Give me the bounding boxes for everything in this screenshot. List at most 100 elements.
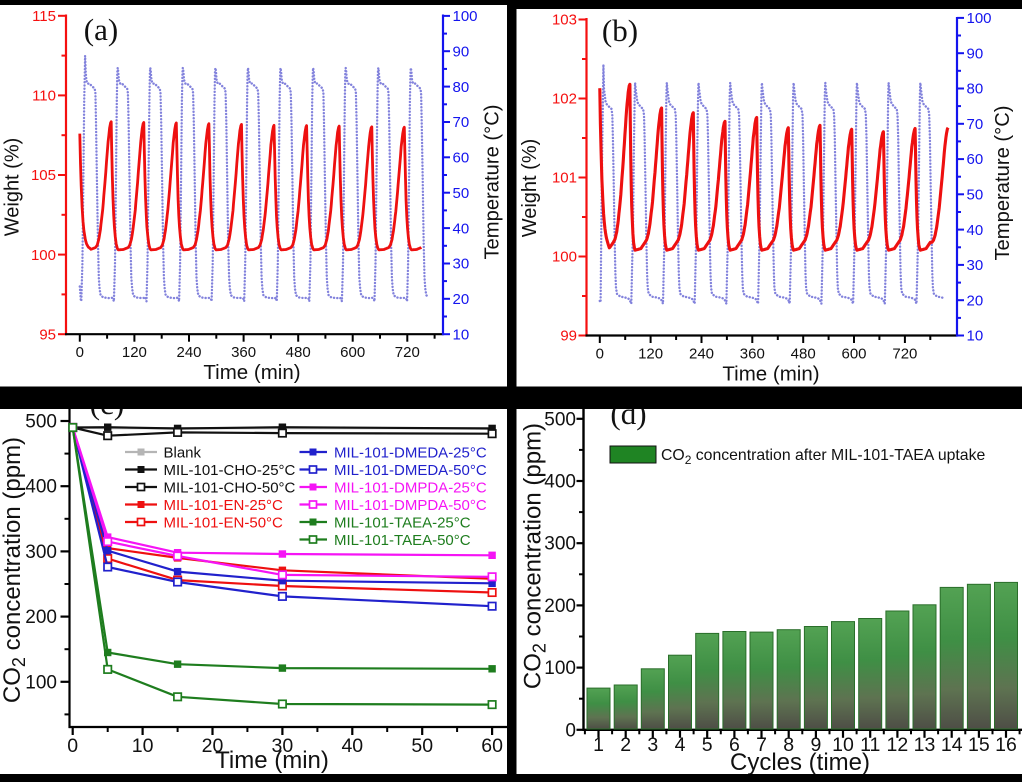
svg-text:MIL-101-DMPDA-50°C: MIL-101-DMPDA-50°C — [334, 497, 487, 514]
svg-text:50: 50 — [453, 185, 470, 202]
svg-text:30: 30 — [272, 735, 294, 757]
svg-text:300: 300 — [25, 542, 57, 563]
svg-text:40: 40 — [453, 220, 470, 237]
svg-text:400: 400 — [25, 477, 57, 498]
svg-text:100: 100 — [544, 658, 576, 679]
svg-text:50: 50 — [967, 187, 984, 204]
svg-text:360: 360 — [231, 344, 256, 361]
svg-text:MIL-101-EN-25°C: MIL-101-EN-25°C — [164, 497, 284, 514]
svg-text:Time (min): Time (min) — [215, 747, 329, 774]
svg-text:100: 100 — [453, 8, 478, 25]
svg-text:6: 6 — [729, 734, 740, 756]
svg-text:360: 360 — [740, 346, 765, 363]
svg-text:90: 90 — [453, 43, 470, 60]
svg-text:20: 20 — [202, 735, 224, 757]
svg-text:8: 8 — [783, 734, 794, 756]
svg-text:(a): (a) — [84, 12, 118, 47]
svg-text:3: 3 — [647, 734, 658, 756]
svg-text:100: 100 — [31, 247, 56, 264]
svg-text:60: 60 — [967, 151, 984, 168]
svg-text:30: 30 — [967, 257, 984, 274]
svg-text:0: 0 — [565, 720, 576, 741]
svg-text:100: 100 — [967, 10, 992, 27]
svg-text:CO2 concentration (ppm): CO2 concentration (ppm) — [520, 423, 550, 689]
svg-text:MIL-101-TAEA-25°C: MIL-101-TAEA-25°C — [334, 515, 471, 532]
svg-text:2: 2 — [620, 734, 631, 756]
svg-text:200: 200 — [25, 607, 57, 628]
svg-text:MIL-101-DMPDA-25°C: MIL-101-DMPDA-25°C — [334, 480, 487, 497]
svg-text:120: 120 — [122, 344, 147, 361]
svg-text:240: 240 — [689, 346, 714, 363]
svg-text:40: 40 — [341, 735, 363, 757]
svg-text:5: 5 — [702, 734, 713, 756]
svg-text:720: 720 — [892, 346, 917, 363]
svg-text:9: 9 — [810, 734, 821, 756]
svg-text:11: 11 — [860, 734, 880, 756]
svg-text:500: 500 — [25, 412, 57, 433]
svg-text:600: 600 — [841, 346, 866, 363]
svg-text:105: 105 — [31, 167, 56, 184]
svg-text:10: 10 — [453, 326, 470, 343]
svg-text:Time (min): Time (min) — [722, 363, 819, 386]
svg-text:80: 80 — [453, 79, 470, 96]
svg-text:Temperature (°C): Temperature (°C) — [992, 105, 1014, 260]
svg-text:300: 300 — [544, 534, 576, 555]
svg-text:400: 400 — [544, 472, 576, 493]
svg-text:12: 12 — [887, 734, 909, 756]
svg-text:(b): (b) — [602, 13, 638, 48]
svg-text:100: 100 — [25, 672, 57, 693]
svg-text:Weight (%): Weight (%) — [2, 138, 24, 237]
svg-text:600: 600 — [340, 344, 365, 361]
svg-text:Weight (%): Weight (%) — [519, 139, 541, 238]
svg-text:110: 110 — [32, 88, 56, 105]
svg-text:20: 20 — [453, 291, 470, 308]
svg-text:MIL-101-DMEDA-25°C: MIL-101-DMEDA-25°C — [334, 445, 487, 462]
svg-text:MIL-101-TAEA-50°C: MIL-101-TAEA-50°C — [334, 532, 471, 549]
svg-text:MIL-101-DMEDA-50°C: MIL-101-DMEDA-50°C — [334, 462, 487, 479]
svg-text:16: 16 — [995, 734, 1017, 756]
svg-text:10: 10 — [967, 328, 984, 345]
svg-text:Blank: Blank — [164, 445, 202, 462]
svg-text:10: 10 — [132, 735, 154, 757]
svg-text:MIL-101-EN-50°C: MIL-101-EN-50°C — [164, 515, 284, 532]
svg-text:0: 0 — [67, 735, 78, 757]
svg-text:0: 0 — [596, 346, 604, 363]
svg-text:MIL-101-CHO-50°C: MIL-101-CHO-50°C — [164, 480, 296, 497]
svg-text:240: 240 — [176, 344, 201, 361]
svg-text:102: 102 — [552, 91, 577, 108]
svg-text:20: 20 — [967, 292, 984, 309]
svg-text:15: 15 — [968, 734, 990, 756]
svg-text:MIL-101-CHO-25°C: MIL-101-CHO-25°C — [164, 462, 296, 479]
svg-text:4: 4 — [675, 734, 686, 756]
svg-text:7: 7 — [756, 734, 767, 756]
svg-text:60: 60 — [481, 735, 503, 757]
svg-text:30: 30 — [453, 256, 470, 273]
svg-text:70: 70 — [453, 114, 470, 131]
svg-text:200: 200 — [544, 596, 576, 617]
svg-text:70: 70 — [967, 116, 984, 133]
svg-text:500: 500 — [544, 409, 576, 430]
svg-text:10: 10 — [832, 734, 854, 756]
svg-text:CO2 concentration after MIL-10: CO2 concentration after MIL-101-TAEA upt… — [661, 447, 985, 467]
svg-text:1: 1 — [593, 734, 604, 756]
svg-text:120: 120 — [638, 346, 663, 363]
svg-text:Time (min): Time (min) — [203, 361, 300, 384]
svg-text:99: 99 — [560, 328, 577, 345]
svg-text:100: 100 — [552, 249, 577, 266]
svg-text:95: 95 — [39, 326, 56, 343]
svg-text:80: 80 — [967, 81, 984, 98]
svg-text:90: 90 — [967, 45, 984, 62]
svg-text:101: 101 — [552, 170, 577, 187]
svg-text:14: 14 — [941, 734, 963, 756]
svg-text:60: 60 — [453, 150, 470, 167]
svg-text:0: 0 — [76, 344, 84, 361]
svg-text:Cycles (time): Cycles (time) — [730, 749, 870, 776]
svg-text:480: 480 — [286, 344, 311, 361]
svg-text:13: 13 — [914, 734, 936, 756]
svg-text:40: 40 — [967, 222, 984, 239]
svg-text:720: 720 — [395, 344, 420, 361]
svg-text:50: 50 — [411, 735, 433, 757]
svg-text:103: 103 — [552, 12, 577, 29]
svg-text:480: 480 — [791, 346, 816, 363]
svg-text:Temperature (°C): Temperature (°C) — [482, 104, 504, 259]
